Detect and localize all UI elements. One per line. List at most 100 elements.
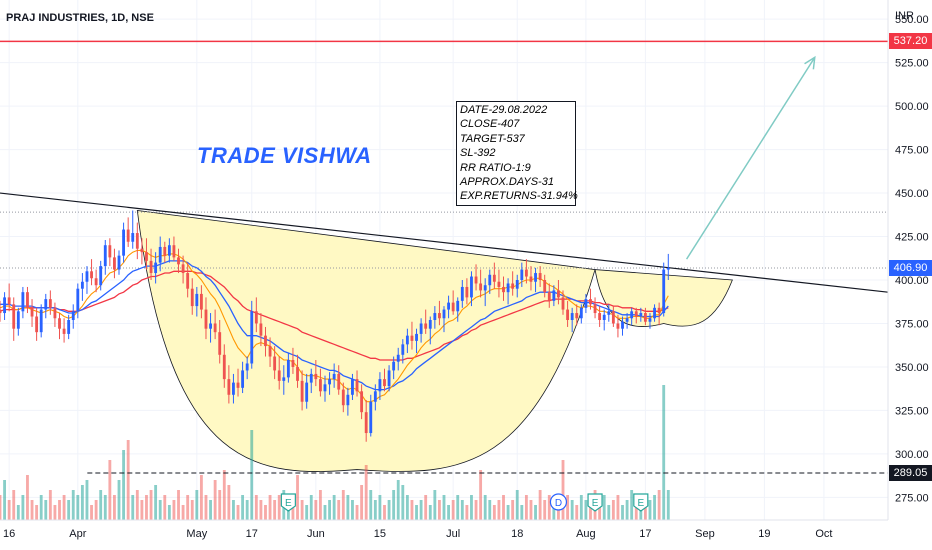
trade-note-box[interactable]: DATE-29.08.2022 CLOSE-407 TARGET-537 SL-… — [456, 101, 578, 206]
candle-body — [483, 285, 487, 291]
candle — [158, 236, 162, 272]
volume-bar — [264, 505, 267, 520]
candle-body — [44, 299, 48, 310]
volume-bar — [524, 495, 528, 520]
candle-body — [543, 280, 547, 293]
volume-bar — [254, 495, 258, 520]
volume-bar — [387, 500, 391, 520]
volume-bar — [154, 485, 158, 520]
volume-bar — [492, 505, 496, 520]
x-tick-label: Jun — [307, 528, 325, 540]
note-line: SL-392 — [460, 147, 496, 160]
candle-body — [470, 276, 473, 298]
candle — [80, 273, 84, 301]
candle — [296, 354, 299, 388]
volume-bar — [113, 495, 116, 520]
candle-body — [616, 323, 620, 329]
volume-bar — [309, 495, 313, 520]
x-tick-label: 16 — [3, 528, 15, 540]
candle-body — [254, 311, 258, 324]
volume-bar — [488, 500, 492, 520]
candle — [154, 252, 158, 284]
candle-body — [58, 318, 61, 329]
volume-bar — [236, 505, 240, 520]
volume-bar — [415, 505, 418, 520]
candle-body — [552, 290, 556, 301]
candle-body — [657, 307, 661, 314]
volume-bar — [80, 485, 84, 520]
volume-bar — [392, 490, 396, 520]
volume-bar — [58, 500, 61, 520]
candle — [94, 269, 98, 293]
candle-body — [602, 314, 606, 320]
volume-bar — [30, 500, 34, 520]
candle-body — [648, 318, 652, 322]
volume-bar — [428, 505, 432, 520]
candle — [177, 248, 180, 274]
candle-body — [117, 255, 121, 270]
candle-body — [209, 323, 212, 329]
candle-body — [351, 379, 354, 395]
candle-body — [90, 271, 93, 279]
candle — [7, 283, 11, 312]
candle — [360, 384, 364, 420]
candle — [534, 267, 537, 293]
candle-body — [232, 382, 235, 395]
candle-body — [131, 233, 135, 242]
candle-body — [451, 302, 455, 312]
y-tick-label: 375.00 — [895, 318, 929, 330]
candle — [602, 309, 606, 331]
candle-body — [35, 316, 39, 333]
candle-body — [286, 360, 290, 378]
candle — [268, 337, 272, 367]
candle-body — [460, 286, 464, 301]
volume-bar — [662, 385, 666, 520]
volume-bar — [616, 495, 620, 520]
candle — [529, 266, 533, 291]
volume-bar — [364, 465, 368, 520]
candle — [286, 353, 290, 383]
candle-body — [245, 363, 249, 371]
candle — [405, 328, 409, 354]
volume-bar — [447, 505, 450, 520]
candle — [552, 285, 556, 307]
volume-bar — [497, 500, 501, 520]
volume-bar — [438, 500, 441, 520]
volume-bar — [195, 490, 199, 520]
candle — [643, 307, 647, 326]
candle — [538, 266, 542, 287]
candle-body — [177, 257, 180, 265]
candle-body — [634, 311, 638, 317]
volume-bar — [355, 505, 359, 520]
candle-body — [154, 262, 158, 274]
candle-body — [199, 293, 203, 310]
candle — [328, 372, 331, 395]
candle-body — [108, 245, 112, 258]
volume-bar — [122, 450, 126, 520]
candle — [218, 320, 222, 364]
volume-bar — [479, 470, 483, 520]
volume-bar — [474, 500, 478, 520]
volume-bar — [323, 505, 327, 520]
candle — [369, 394, 373, 437]
candle-body — [666, 267, 670, 270]
candle-body — [575, 313, 579, 319]
candle — [502, 276, 505, 301]
candle-body — [328, 379, 331, 385]
candle — [99, 260, 103, 291]
volume-bar — [534, 505, 537, 520]
candle — [126, 217, 130, 247]
chart-title: PRAJ INDUSTRIES, 1D, NSE — [6, 12, 154, 24]
candle — [3, 292, 6, 320]
candle — [419, 318, 423, 343]
candle — [575, 304, 579, 326]
support-price-tag: 289.05 — [889, 464, 932, 481]
candle-body — [309, 373, 313, 383]
volume-bar — [131, 495, 135, 520]
candle-body — [85, 271, 89, 282]
candle-body — [547, 292, 551, 301]
volume-bar — [90, 505, 93, 520]
candle — [167, 238, 171, 263]
candle-body — [53, 307, 57, 319]
